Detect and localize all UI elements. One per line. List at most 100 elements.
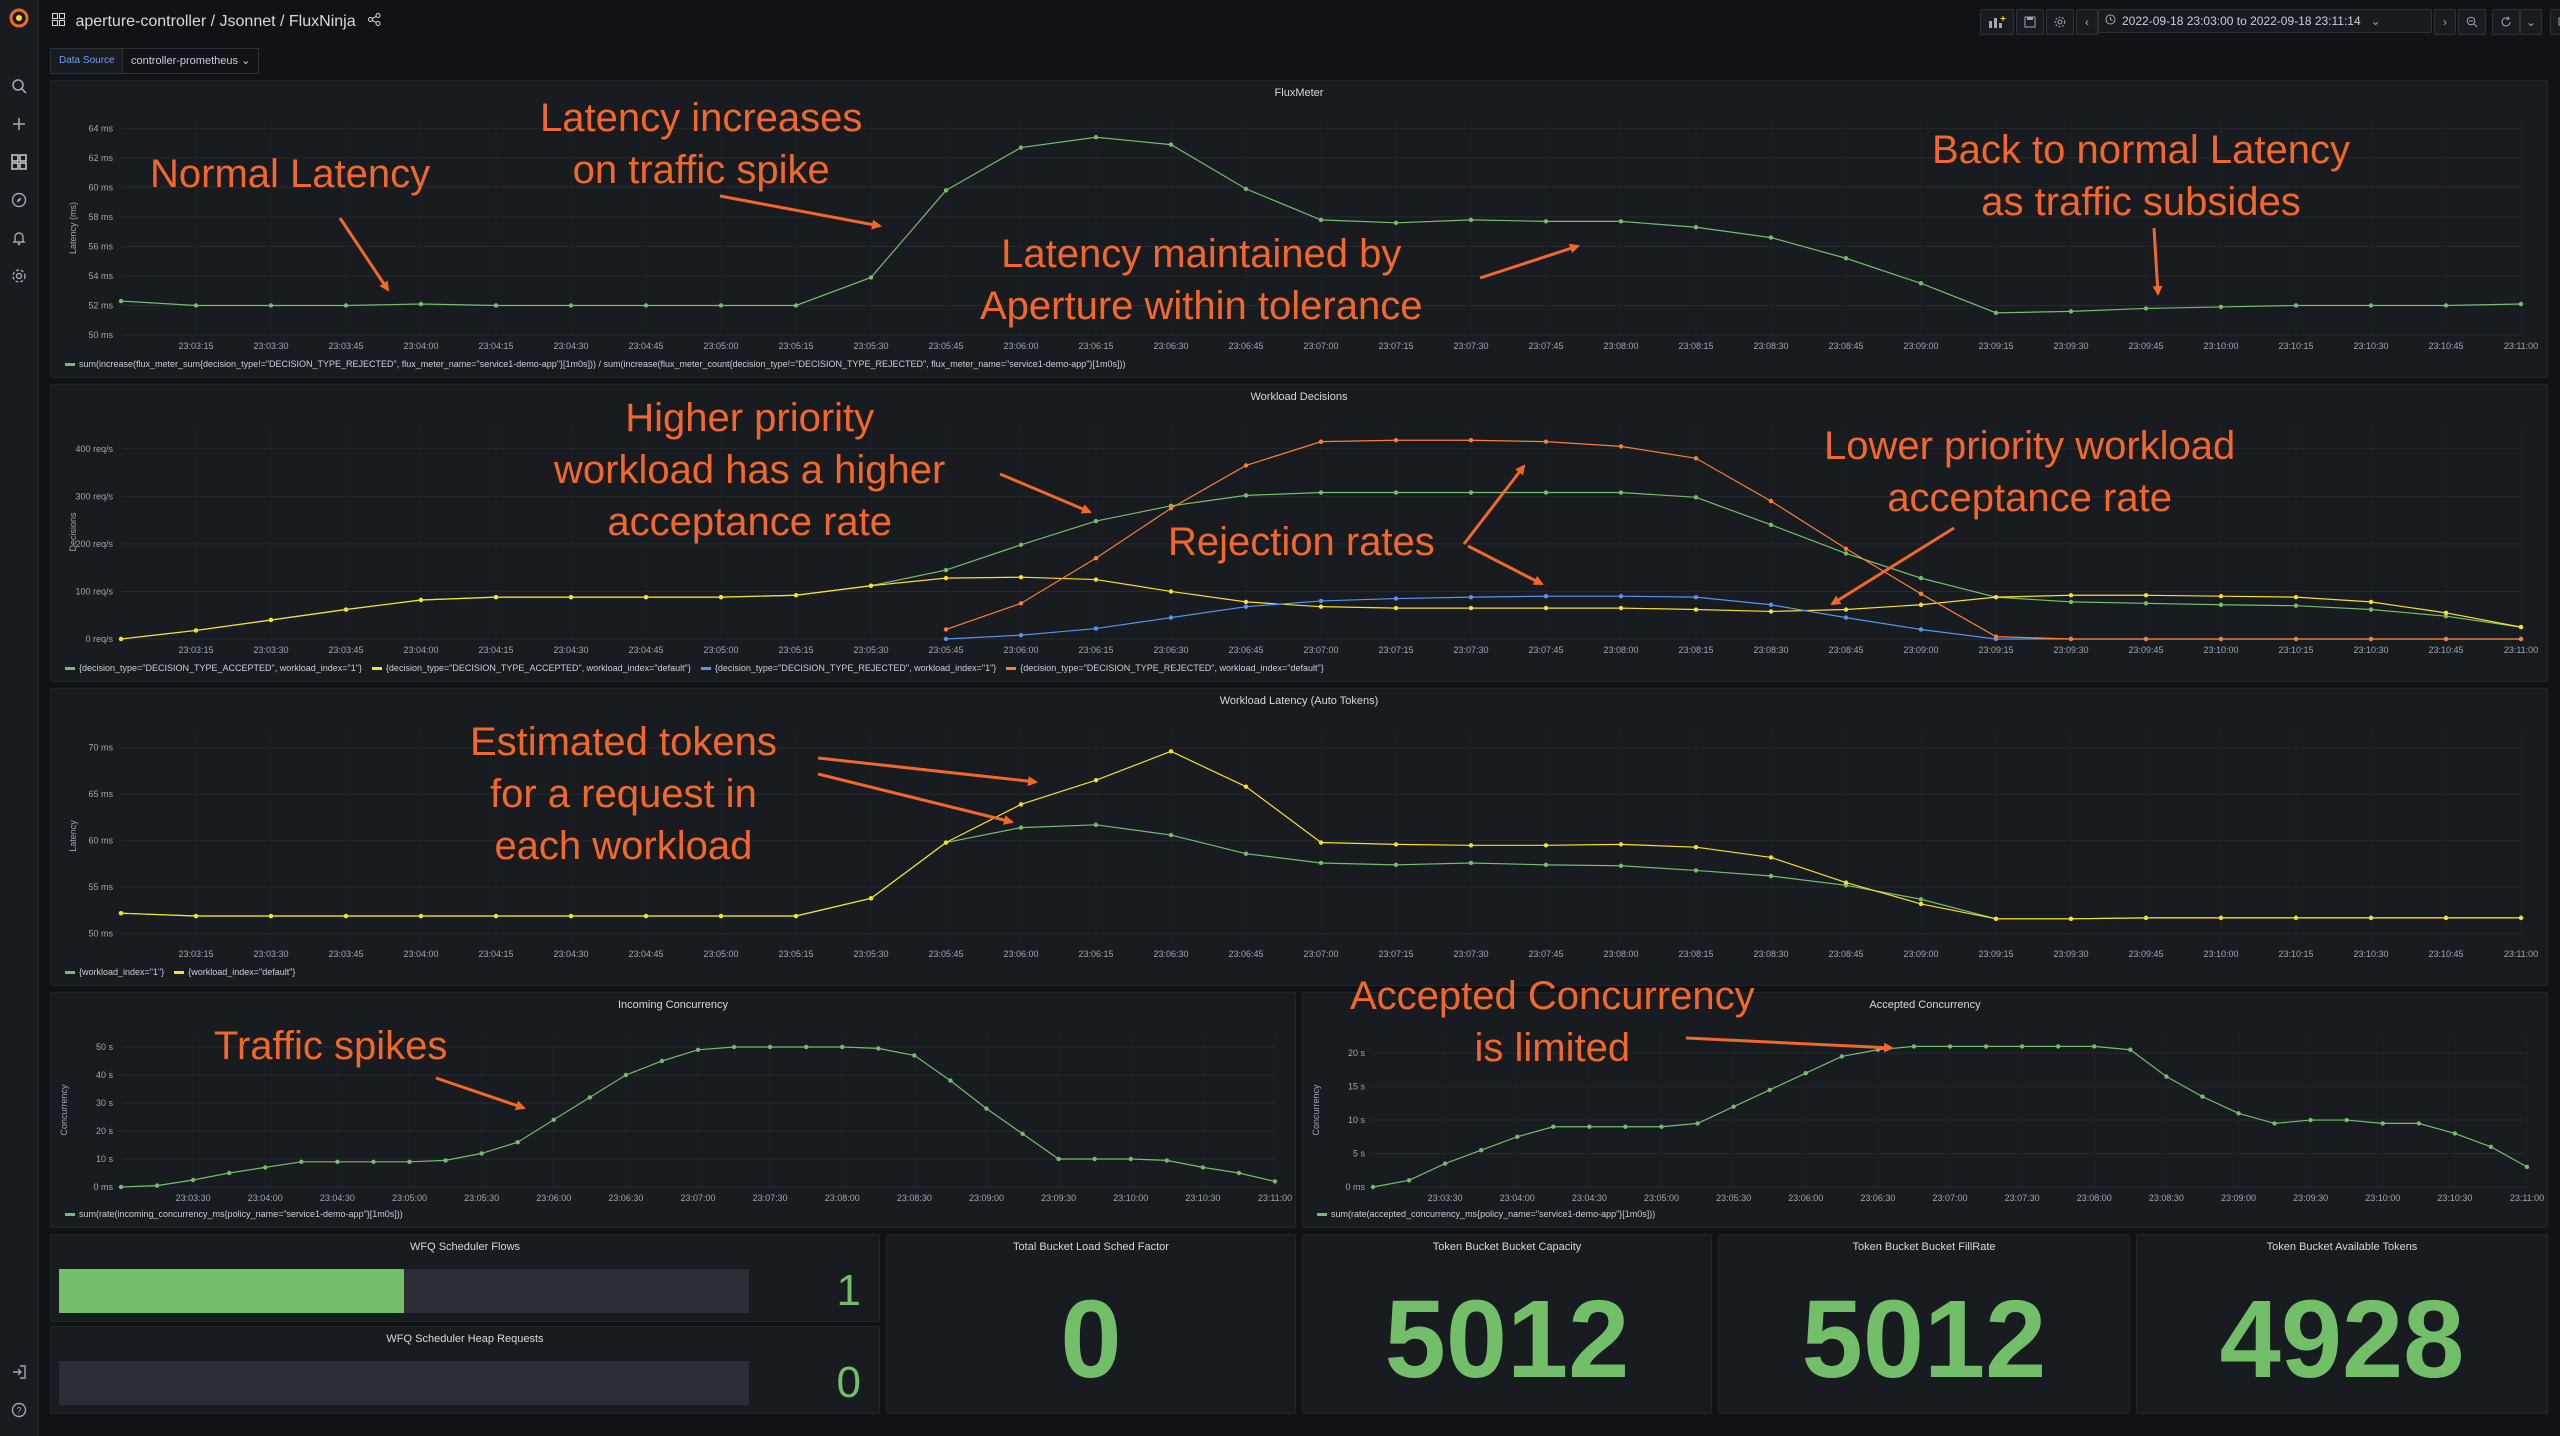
data-point bbox=[659, 1058, 665, 1064]
panel-wfq-heap[interactable]: WFQ Scheduler Heap Requests 0 bbox=[50, 1326, 880, 1414]
data-point bbox=[1093, 555, 1099, 561]
settings-icon[interactable] bbox=[2046, 9, 2074, 35]
x-tick-label: 23:04:15 bbox=[478, 949, 513, 959]
panel-incoming-concurrency[interactable]: Incoming Concurrency 0 ms 10 s 20 s 30 s 40 … bbox=[50, 992, 1296, 1228]
breadcrumb-folder[interactable]: aperture-controller bbox=[75, 13, 207, 31]
panel-bucket-capacity[interactable]: Token Bucket Bucket Capacity 5012 bbox=[1302, 1234, 1712, 1414]
panel-title: WFQ Scheduler Heap Requests bbox=[386, 1333, 544, 1345]
legend-item[interactable]: {decision_type="DECISION_TYPE_REJECTED",… bbox=[700, 663, 996, 673]
data-point bbox=[2068, 599, 2074, 605]
panel-title: Token Bucket Bucket FillRate bbox=[1852, 1241, 1996, 1253]
x-tick-label: 23:10:00 bbox=[2365, 1193, 2400, 1203]
save-icon[interactable] bbox=[2016, 9, 2044, 35]
data-point bbox=[2200, 1094, 2205, 1099]
time-range-picker[interactable]: 2022-09-18 23:03:00 to 2022-09-18 23:11:… bbox=[2098, 9, 2432, 33]
x-tick-label: 23:06:30 bbox=[1153, 645, 1188, 655]
data-point bbox=[2143, 593, 2149, 598]
data-point bbox=[943, 567, 949, 573]
legend: {workload_index="1"} {workload_index="de… bbox=[65, 967, 295, 977]
plus-icon[interactable] bbox=[7, 112, 31, 136]
refresh-interval-chevron-icon[interactable]: ⌄ bbox=[2520, 9, 2542, 35]
x-tick-label: 23:03:30 bbox=[1428, 1193, 1463, 1203]
data-point bbox=[1393, 596, 1399, 601]
x-tick-label: 23:08:45 bbox=[1828, 949, 1863, 959]
chevron-down-icon: ⌄ bbox=[241, 55, 251, 67]
legend-item[interactable]: sum(rate(accepted_concurrency_ms{policy_… bbox=[1317, 1209, 1655, 1219]
data-point bbox=[2518, 624, 2524, 630]
data-point bbox=[1543, 862, 1549, 868]
grafana-logo-icon[interactable] bbox=[7, 6, 31, 30]
data-point bbox=[1543, 439, 1549, 444]
legend-item[interactable]: {decision_type="DECISION_TYPE_ACCEPTED",… bbox=[65, 663, 362, 673]
data-point bbox=[1839, 1054, 1845, 1059]
help-icon[interactable]: ? bbox=[7, 1398, 31, 1422]
workload-decisions-chart: 0 req/s 100 req/s 200 req/s 300 req/s 400 re… bbox=[68, 425, 2538, 655]
x-tick-label: 23:04:00 bbox=[403, 341, 438, 351]
data-point bbox=[868, 896, 874, 901]
zoom-out-icon[interactable] bbox=[2458, 9, 2486, 35]
x-tick-label: 23:11:00 bbox=[2504, 949, 2538, 959]
data-point bbox=[840, 1044, 845, 1050]
panel-wfq-flows[interactable]: WFQ Scheduler Flows 1 bbox=[50, 1234, 880, 1322]
panel-load-sched-factor[interactable]: Total Bucket Load Sched Factor 0 bbox=[886, 1234, 1296, 1414]
data-point bbox=[2068, 916, 2074, 922]
panel-accepted-concurrency[interactable]: Accepted Concurrency 0 ms 5 s 10 s 15 s 20 s… bbox=[1302, 992, 2548, 1228]
legend-item[interactable]: {workload_index="default"} bbox=[174, 967, 295, 977]
sign-in-icon[interactable] bbox=[7, 1360, 31, 1384]
gear-icon[interactable] bbox=[7, 264, 31, 288]
data-point bbox=[2368, 599, 2374, 605]
legend-item[interactable]: sum(increase(flux_meter_sum{decision_typ… bbox=[65, 359, 1125, 369]
data-point bbox=[1918, 575, 1924, 581]
data-point bbox=[2143, 636, 2149, 642]
data-point bbox=[1243, 186, 1249, 192]
datasource-select[interactable]: controller-prometheus ⌄ bbox=[122, 48, 260, 74]
tv-mode-icon[interactable] bbox=[2550, 9, 2560, 35]
share-icon[interactable] bbox=[368, 13, 381, 31]
data-point bbox=[1478, 1147, 1484, 1153]
data-point bbox=[1318, 217, 1324, 223]
panel-available-tokens[interactable]: Token Bucket Available Tokens 4928 bbox=[2136, 1234, 2548, 1414]
add-panel-icon[interactable] bbox=[1980, 9, 2014, 35]
data-point bbox=[1918, 897, 1924, 902]
x-tick-label: 23:09:30 bbox=[2053, 949, 2088, 959]
data-point bbox=[1623, 1124, 1628, 1129]
annotation-latency-maintained: Latency maintained by Aperture within tol… bbox=[980, 232, 1423, 328]
data-point bbox=[1318, 840, 1324, 845]
x-tick-label: 23:04:15 bbox=[478, 645, 513, 655]
x-tick-label: 23:09:30 bbox=[2053, 341, 2088, 351]
x-tick-label: 23:09:45 bbox=[2128, 341, 2163, 351]
dashboards-icon[interactable] bbox=[7, 150, 31, 174]
data-point bbox=[803, 1044, 809, 1050]
data-point bbox=[731, 1044, 737, 1050]
legend-item[interactable]: {decision_type="DECISION_TYPE_REJECTED",… bbox=[1006, 663, 1324, 673]
data-point bbox=[1911, 1044, 1917, 1049]
time-shift-forward-icon[interactable]: › bbox=[2434, 9, 2456, 35]
x-tick-label: 23:05:15 bbox=[778, 645, 813, 655]
legend-item[interactable]: sum(rate(incoming_concurrency_ms{policy_… bbox=[65, 1209, 403, 1219]
data-point bbox=[2368, 915, 2374, 921]
data-point bbox=[1875, 1047, 1881, 1052]
search-icon[interactable] bbox=[7, 74, 31, 98]
panel-title: Token Bucket Bucket Capacity bbox=[1432, 1241, 1582, 1253]
y-tick-label: 400 req/s bbox=[75, 444, 113, 454]
data-point bbox=[1767, 1087, 1772, 1093]
x-tick-label: 23:06:15 bbox=[1078, 949, 1113, 959]
panel-fluxmeter[interactable]: FluxMeter 50 ms 52 ms 54 ms 56 ms 58 ms 60 ms… bbox=[50, 80, 2548, 378]
x-tick-label: 23:10:15 bbox=[2278, 949, 2313, 959]
time-shift-back-icon[interactable]: ‹ bbox=[2076, 9, 2098, 35]
panel-bucket-fillrate[interactable]: Token Bucket Bucket FillRate 5012 bbox=[1718, 1234, 2130, 1414]
bell-icon[interactable] bbox=[7, 226, 31, 250]
legend: sum(rate(accepted_concurrency_ms{policy_… bbox=[1317, 1209, 1655, 1219]
x-tick-label: 23:07:45 bbox=[1528, 341, 1563, 351]
data-point bbox=[1618, 842, 1624, 847]
legend-item[interactable]: {workload_index="1"} bbox=[65, 967, 164, 977]
x-tick-label: 23:10:45 bbox=[2428, 949, 2463, 959]
explore-icon[interactable] bbox=[7, 188, 31, 212]
breadcrumb-dashboard[interactable]: Jsonnet / FluxNinja bbox=[219, 13, 356, 31]
refresh-icon[interactable] bbox=[2492, 9, 2520, 35]
panel-workload-decisions[interactable]: Workload Decisions 0 req/s 100 req/s 200 r… bbox=[50, 384, 2548, 682]
data-point bbox=[1093, 777, 1099, 783]
legend-item[interactable]: {decision_type="DECISION_TYPE_ACCEPTED",… bbox=[371, 663, 691, 673]
panel-workload-latency[interactable]: Workload Latency (Auto Tokens) 50 ms 55 m… bbox=[50, 688, 2548, 986]
data-point bbox=[1843, 607, 1849, 612]
